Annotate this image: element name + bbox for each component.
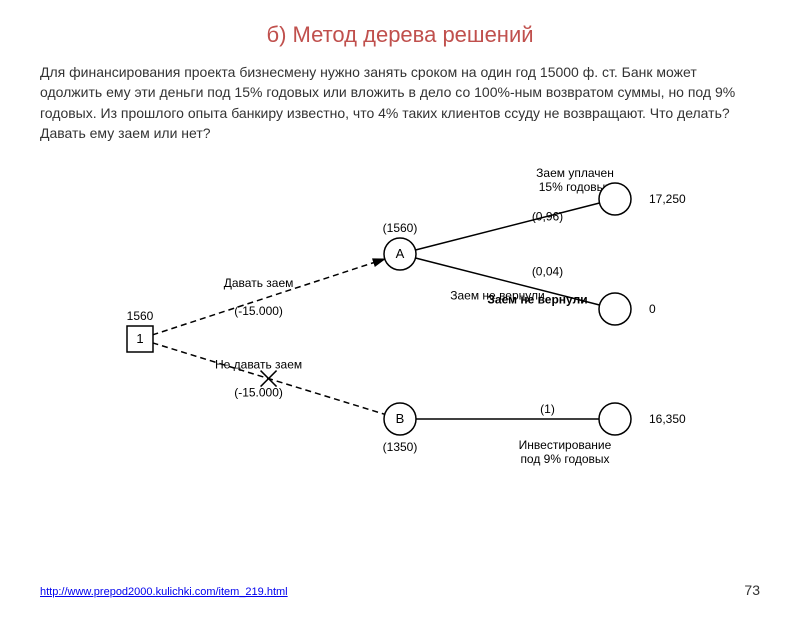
source-link[interactable]: http://www.prepod2000.kulichki.com/item_… <box>40 586 288 598</box>
svg-text:В: В <box>396 411 405 426</box>
page-number: 73 <box>744 582 760 598</box>
source-url[interactable]: http://www.prepod2000.kulichki.com/item_… <box>40 586 288 598</box>
decision-tree-diagram: Давать заем (-15.000) Не давать заем (-15.0… <box>60 159 740 469</box>
svg-text:Инвестирование: Инвестирование <box>519 438 612 452</box>
svg-text:1: 1 <box>136 331 143 346</box>
svg-text:(0,96): (0,96) <box>532 210 563 224</box>
svg-text:0: 0 <box>649 302 656 316</box>
svg-text:17,250: 17,250 <box>649 192 686 206</box>
problem-description: Для финансирования проекта бизнесмену ну… <box>40 62 760 143</box>
svg-text:1560: 1560 <box>127 309 154 323</box>
svg-text:(-15.000): (-15.000) <box>234 304 283 318</box>
svg-text:(1560): (1560) <box>383 221 418 235</box>
svg-text:Давать заем: Давать заем <box>224 276 294 290</box>
svg-text:(0,04): (0,04) <box>532 265 563 279</box>
svg-text:Заем не вернули: Заем не вернули <box>487 293 587 307</box>
svg-text:Не давать заем: Не давать заем <box>215 358 302 372</box>
svg-text:(1): (1) <box>540 402 555 416</box>
svg-text:A: A <box>396 246 405 261</box>
svg-text:(1350): (1350) <box>383 440 418 454</box>
svg-text:Заем уплачен: Заем уплачен <box>536 166 614 180</box>
page-title: б) Метод дерева решений <box>0 22 800 48</box>
svg-text:под 9% годовых: под 9% годовых <box>520 452 609 466</box>
svg-text:16,350: 16,350 <box>649 412 686 426</box>
svg-text:(-15.000): (-15.000) <box>234 386 283 400</box>
